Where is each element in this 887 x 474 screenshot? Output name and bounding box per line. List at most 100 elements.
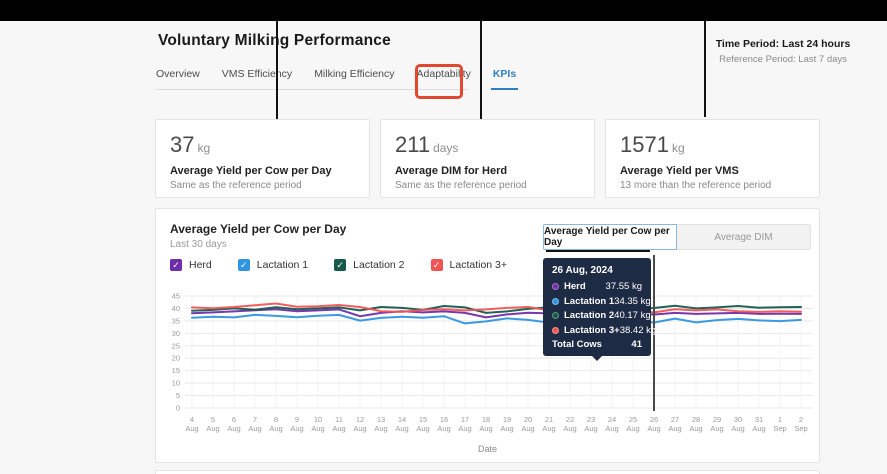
- tooltip-caret: [591, 355, 603, 361]
- legend-item-lactation-1: ✓ Lactation 1: [237, 259, 309, 271]
- tooltip-footer-value: 41: [631, 339, 642, 350]
- tooltip-date: 26 Aug, 2024: [552, 265, 613, 276]
- next-card-top-edge: [155, 470, 820, 474]
- tab-adaptability[interactable]: Adaptability: [416, 68, 471, 80]
- tooltip-rows: Herd 37.55 kg Lactation 1 34.35 kg Lactation…: [552, 281, 656, 336]
- legend-label: Lactation 3+: [449, 259, 508, 271]
- svg-text:40: 40: [172, 304, 180, 313]
- kpi-unit: kg: [671, 141, 685, 155]
- svg-text:10: 10: [172, 379, 180, 388]
- chart-title: Average Yield per Cow per Day: [170, 222, 347, 236]
- page-title: Voluntary Milking Performance: [158, 32, 391, 49]
- chart-metric-toggle: Average Yield per Cow per Day Average DI…: [543, 224, 811, 250]
- legend-item-lactation-2: ✓ Lactation 2: [334, 259, 405, 271]
- tab-bar: Overview VMS Efficiency Milking Efficien…: [156, 68, 519, 90]
- kpi-card-avg-dim: 211 days Average DIM for Herd Same as the…: [380, 119, 595, 198]
- checkbox-lactation-1[interactable]: ✓: [237, 259, 250, 271]
- chart-card: [155, 208, 820, 463]
- tooltip-row: Herd 37.55 kg: [552, 281, 642, 292]
- kpi-value: 37: [170, 132, 195, 157]
- annotation-vline-2: [480, 21, 482, 121]
- tooltip-footer-label: Total Cows: [552, 339, 602, 350]
- chart-tooltip: 26 Aug, 2024 Herd 37.55 kg Lactation 1 34.3…: [543, 258, 656, 361]
- tab-milking-efficiency[interactable]: Milking Efficiency: [314, 68, 395, 80]
- checkbox-herd[interactable]: ✓: [170, 259, 182, 271]
- tooltip-row: Lactation 3+ 38.42 kg: [552, 325, 656, 336]
- legend-item-herd: ✓ Herd: [170, 259, 212, 271]
- legend-label: Lactation 2: [353, 259, 405, 271]
- chart-subtitle: Last 30 days: [170, 239, 227, 250]
- kpi-value: 1571: [620, 132, 669, 157]
- annotation-vline-3: [704, 21, 706, 117]
- tooltip-row: Lactation 2 40.17 kg: [552, 310, 651, 321]
- x-axis-title: Date: [477, 444, 497, 454]
- annotation-underline-toggle: [546, 250, 650, 252]
- tab-overview[interactable]: Overview: [156, 68, 200, 80]
- tab-kpis[interactable]: KPIs: [490, 68, 519, 90]
- series-dot-icon: [552, 326, 559, 334]
- chart-legend: ✓ Herd ✓ Lactation 1 ✓ Lactation 2 ✓ Lac…: [170, 259, 507, 271]
- series-dot-icon: [552, 312, 559, 319]
- kpi-subtitle: Same as the reference period: [170, 180, 302, 191]
- tab-vms-efficiency[interactable]: VMS Efficiency: [221, 68, 293, 80]
- svg-text:15: 15: [172, 366, 180, 375]
- svg-text:0: 0: [176, 404, 180, 413]
- toggle-average-yield[interactable]: Average Yield per Cow per Day: [543, 224, 677, 250]
- legend-item-lactation-3plus: ✓ Lactation 3+: [430, 259, 508, 271]
- active-tab-underline: [490, 88, 519, 90]
- annotation-vline-1: [276, 21, 278, 121]
- kpi-card-avg-yield-per-vms: 1571 kg Average Yield per VMS 13 more tha…: [605, 119, 820, 198]
- kpi-title: Average DIM for Herd: [395, 165, 508, 177]
- checkbox-lactation-2[interactable]: ✓: [334, 259, 347, 271]
- tooltip-row: Lactation 1 34.35 kg: [552, 296, 651, 307]
- line-chart-plot[interactable]: 0 5 10 15 20 25 30 35 40 45 4 Aug 5 Aug 6 Aug 7 Aug 8 Aug 9 A…: [160, 292, 820, 460]
- svg-text:5: 5: [176, 391, 180, 400]
- time-period-label: Time Period: Last 24 hours: [715, 38, 851, 50]
- reference-period-label: Reference Period: Last 7 days: [719, 54, 847, 65]
- top-black-bar: [0, 0, 887, 21]
- svg-text:25: 25: [172, 341, 180, 350]
- checkbox-lactation-3plus[interactable]: ✓: [430, 259, 443, 271]
- kpi-unit: kg: [197, 141, 211, 155]
- kpi-value: 211: [395, 132, 431, 157]
- legend-label: Lactation 1: [256, 259, 309, 271]
- legend-label: Herd: [189, 259, 212, 271]
- kpi-card-avg-yield-per-cow: 37 kg Average Yield per Cow per Day Same …: [155, 119, 370, 198]
- svg-text:45: 45: [172, 292, 180, 301]
- series-dot-icon: [552, 283, 559, 290]
- toggle-average-dim[interactable]: Average DIM: [677, 224, 811, 250]
- time-period-block: Time Period: Last 24 hours Reference Per…: [708, 38, 858, 65]
- series-dot-icon: [552, 297, 559, 305]
- tooltip-footer: Total Cows 41: [552, 339, 642, 350]
